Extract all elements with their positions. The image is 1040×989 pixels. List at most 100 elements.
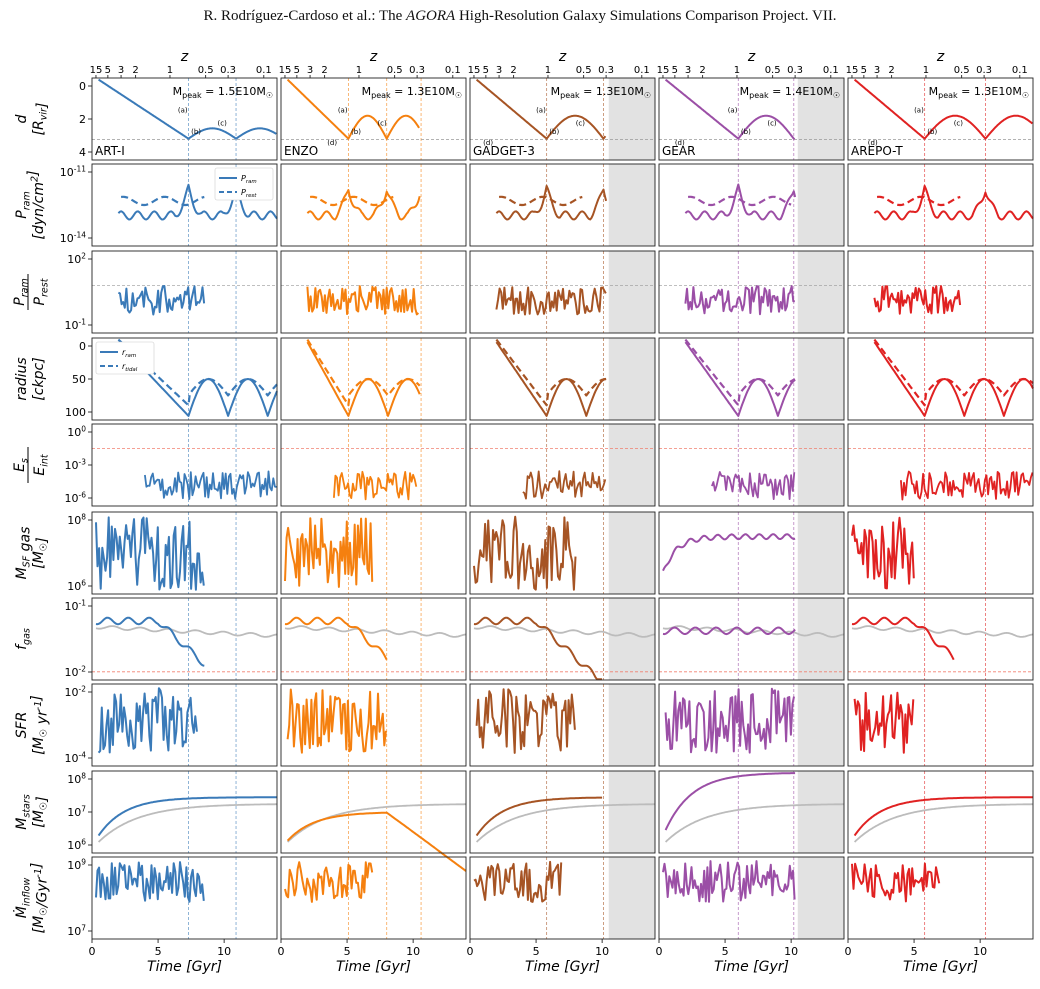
y-tick-label: 10-1 [65,318,87,332]
panel-frame [658,597,845,681]
point-label: (b) [741,128,751,136]
panel-frame [91,597,278,681]
panel-frame [91,856,278,940]
y-axis-label: radius [ckpc] [14,357,47,400]
y-label-den: Eint [32,453,51,476]
point-label: (b) [351,128,361,136]
y-tick-label: 10-1 [65,599,87,613]
panel-frame [91,163,278,247]
panel-frame [469,423,656,507]
z-tick-label: 0.5 [576,65,592,76]
no-data-region [608,78,655,160]
z-tick-label: 3 [685,65,691,76]
y-tick-label: 4 [79,146,86,159]
reference-line [664,803,844,843]
point-label: (d) [675,139,685,147]
code-name: AREPO-T [851,144,903,158]
point-label: (a) [914,106,924,114]
panel-frame [469,337,656,421]
no-data-region [797,684,844,766]
y-axis-label: Mstars[M☉] [14,794,51,830]
stellar-mass-line [475,796,603,837]
stellar-mass-line [664,772,796,831]
z-tick-label: 0.3 [598,65,614,76]
panel-Pram-arepo-t [847,163,1034,247]
p-rest-line [687,195,792,207]
y-label-line: [M☉ yr-1] [29,695,51,755]
panel-frame [847,77,1034,161]
sf-gas-line [851,516,915,590]
pressure-ratio-line [117,285,206,316]
sf-gas-line [284,517,374,588]
panel-mstar-gadget-3 [469,770,656,854]
panel-radius-gadget-3 [469,337,656,421]
z-tick-label: 5 [861,65,867,76]
y-label-line: d [14,114,30,123]
panel-d-art-i: (a) (b) (c) (d) ART-I Mpeak = 1.5E10M☉ 0 2 4 d[Rv… [14,49,337,161]
legend-label-tidal: rtidal [122,362,138,373]
y-tick-label: 10-2 [65,665,86,679]
point-label: (d) [868,139,878,147]
panel-mstar-enzo [280,770,467,872]
x-tick-label: 5 [155,945,162,958]
y-tick-label: 10-4 [65,751,87,765]
y-tick-label: 10-3 [65,458,87,472]
mpeak-label: Mpeak = 1.3E10M☉ [929,85,1029,100]
y-label-line: Mstars [14,794,33,830]
code-name: GEAR [662,144,695,158]
r-ram-line [873,341,1034,417]
legend-label-ram: rram [122,348,136,359]
header-em: AGORA [406,8,456,24]
inflow-line [284,861,374,903]
panel-radius-enzo [280,337,467,421]
no-data-region [797,164,844,246]
sf-gas-line [662,533,796,572]
z-tick-label: 15 [657,65,670,76]
z-tick-label: 0.1 [445,65,461,76]
panel-frame [658,77,845,161]
panel-sfr-art-i: 10-2 10-4 SFR[M☉ yr-1] [14,683,278,767]
y-axis-label: SFR[M☉ yr-1] [14,695,51,755]
panel-ratio-gear [658,250,845,334]
point-label: (d) [483,139,493,147]
z-tick-label: 0.3 [976,65,992,76]
z-tick-label: 0.5 [198,65,214,76]
no-data-region [608,684,655,766]
y-label-num: Es [12,458,31,472]
z-tick-label: 3 [874,65,880,76]
panel-frame [847,337,1034,421]
panel-fgas-arepo-t [847,597,1034,681]
inflow-line [473,860,563,903]
panel-d-arepo-t: (a) (b) (c) (d)AREPO-T Mpeak = 1.3E10M☉ 15532… [846,49,1034,161]
panel-frame [469,856,656,940]
panel-Es-enzo [280,423,467,507]
panel-frame [280,250,467,334]
panel-frame [658,423,845,507]
reference-line [475,803,655,843]
mpeak-label: Mpeak = 1.3E10M☉ [362,85,462,100]
header-pre: R. Rodríguez-Cardoso et al.: The [203,8,407,24]
z-tick-label: 15 [468,65,481,76]
energy-ratio-line [144,470,277,500]
no-data-region [608,771,655,853]
z-tick-label: 15 [846,65,859,76]
y-tick-label: 10-14 [60,231,86,245]
energy-ratio-line [522,470,607,500]
x-tick-label: 0 [467,945,474,958]
y-label-den: Prest [32,277,51,305]
y-label-line: [dyn/cm2] [25,170,47,239]
y-tick-label: 107 [67,805,86,819]
no-data-region [608,424,655,506]
y-axis-label: fgas [14,628,33,650]
panel-ratio-arepo-t [847,250,1034,334]
panel-sfr-gadget-3 [469,683,656,767]
reference-line [473,625,656,638]
x-tick-label: 5 [722,945,729,958]
z-tick-label: 1 [356,65,362,76]
y-tick-label: 100 [67,425,86,439]
panel-frame [280,511,467,595]
y-tick-label: 102 [67,252,86,266]
y-label-line: [Rvir] [31,103,51,136]
